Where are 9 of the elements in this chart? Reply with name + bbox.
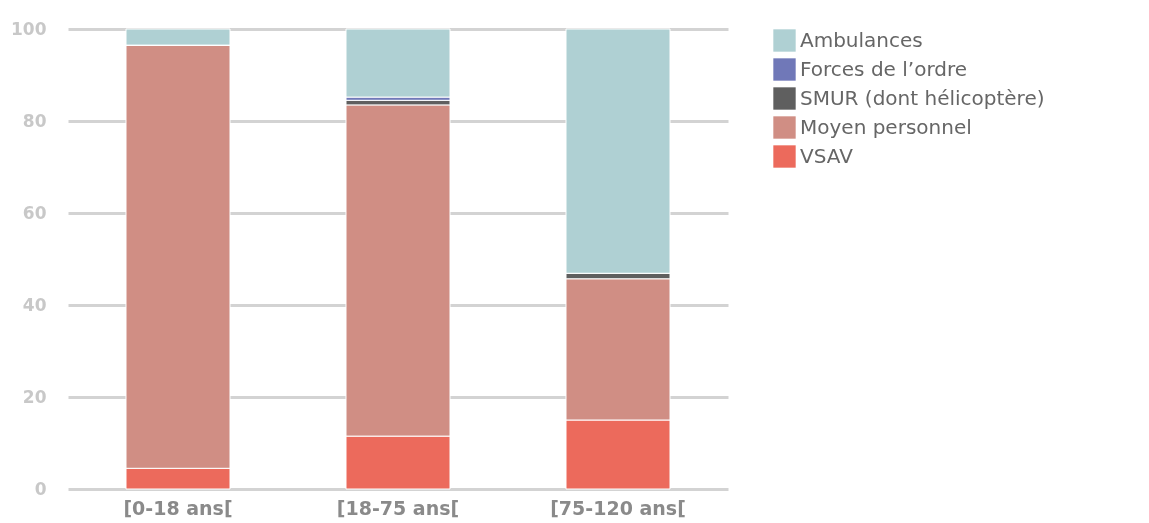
legend-label: VSAV (800, 143, 854, 168)
legend-label: Ambulances (800, 27, 923, 52)
bar (345, 28, 451, 98)
legend-label: SMUR (dont hélicoptère) (800, 85, 1045, 110)
x-tick-label: [0-18 ans[ (123, 496, 233, 519)
legend-label: Forces de l’ordre (800, 56, 968, 81)
x-tick-label: [75-120 ans[ (550, 496, 686, 519)
legend-label: Moyen personnel (800, 114, 972, 139)
x-tick-label: [18-75 ans[ (336, 496, 460, 519)
